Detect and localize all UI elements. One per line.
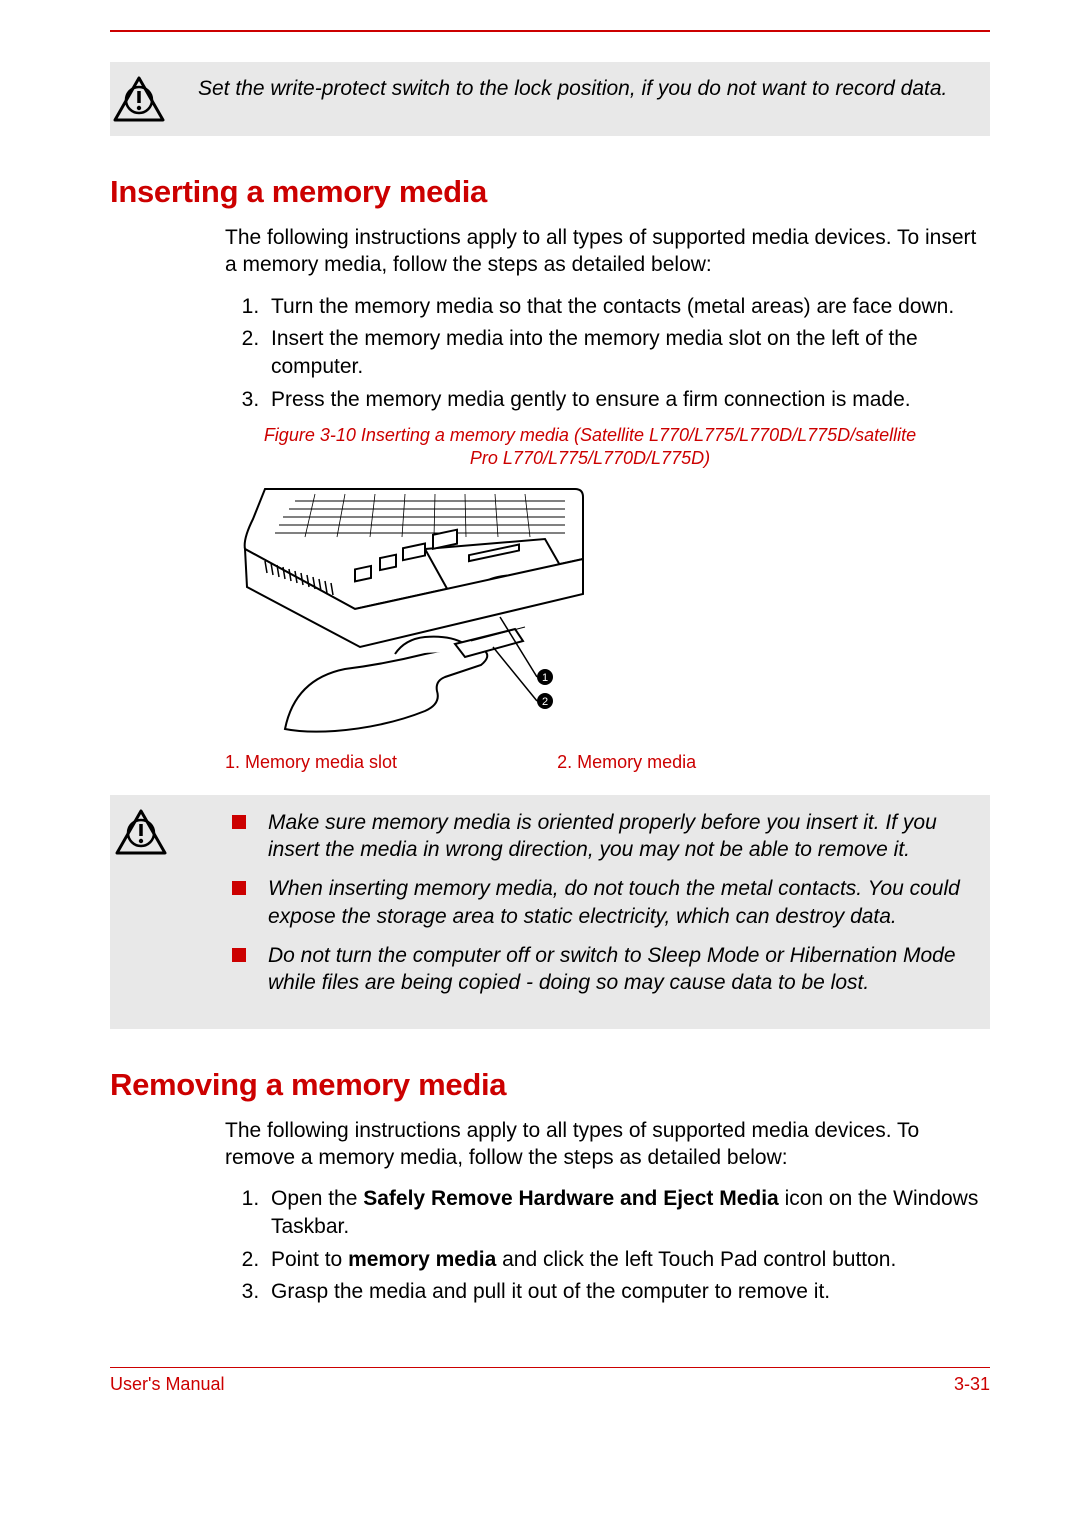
warning-item: Do not turn the computer off or switch t… bbox=[232, 942, 972, 997]
warning-item: When inserting memory media, do not touc… bbox=[232, 875, 972, 930]
legend-item: 2. Memory media bbox=[557, 752, 696, 773]
page-footer: User's Manual 3-31 bbox=[110, 1367, 990, 1395]
step: Insert the memory media into the memory … bbox=[265, 325, 990, 382]
warning-icon bbox=[110, 76, 168, 122]
warning-callout-2: Make sure memory media is oriented prope… bbox=[110, 795, 990, 1029]
step: Turn the memory media so that the contac… bbox=[265, 293, 990, 321]
warning-callout-1: Set the write-protect switch to the lock… bbox=[110, 62, 990, 136]
intro-removing: The following instructions apply to all … bbox=[225, 1117, 990, 1172]
svg-text:2: 2 bbox=[542, 696, 548, 708]
heading-removing: Removing a memory media bbox=[110, 1067, 990, 1103]
step-bold: Safely Remove Hardware and Eject Media bbox=[363, 1187, 779, 1210]
step: Point to memory media and click the left… bbox=[265, 1246, 990, 1274]
top-rule bbox=[110, 30, 990, 32]
warning-list: Make sure memory media is oriented prope… bbox=[232, 809, 972, 1009]
warning-icon bbox=[110, 809, 168, 855]
steps-removing: Open the Safely Remove Hardware and Ejec… bbox=[225, 1185, 990, 1306]
steps-inserting: Turn the memory media so that the contac… bbox=[225, 293, 990, 414]
manual-page: Set the write-protect switch to the lock… bbox=[0, 0, 1080, 1425]
figure-illustration: 1 2 bbox=[225, 479, 990, 744]
footer-right: 3-31 bbox=[954, 1374, 990, 1395]
svg-text:1: 1 bbox=[542, 672, 548, 684]
legend-item: 1. Memory media slot bbox=[225, 752, 397, 773]
callout-text: Set the write-protect switch to the lock… bbox=[198, 76, 972, 102]
step: Grasp the media and pull it out of the c… bbox=[265, 1278, 990, 1306]
step-text: and click the left Touch Pad control but… bbox=[496, 1248, 896, 1271]
step-text: Open the bbox=[271, 1187, 363, 1210]
step: Open the Safely Remove Hardware and Ejec… bbox=[265, 1185, 990, 1242]
step-text: Point to bbox=[271, 1248, 348, 1271]
footer-left: User's Manual bbox=[110, 1374, 224, 1395]
figure-caption: Figure 3-10 Inserting a memory media (Sa… bbox=[250, 424, 930, 471]
warning-item: Make sure memory media is oriented prope… bbox=[232, 809, 972, 864]
step: Press the memory media gently to ensure … bbox=[265, 386, 990, 414]
figure-legend: 1. Memory media slot 2. Memory media bbox=[225, 752, 990, 773]
heading-inserting: Inserting a memory media bbox=[110, 174, 990, 210]
intro-inserting: The following instructions apply to all … bbox=[225, 224, 990, 279]
step-bold: memory media bbox=[348, 1248, 496, 1271]
